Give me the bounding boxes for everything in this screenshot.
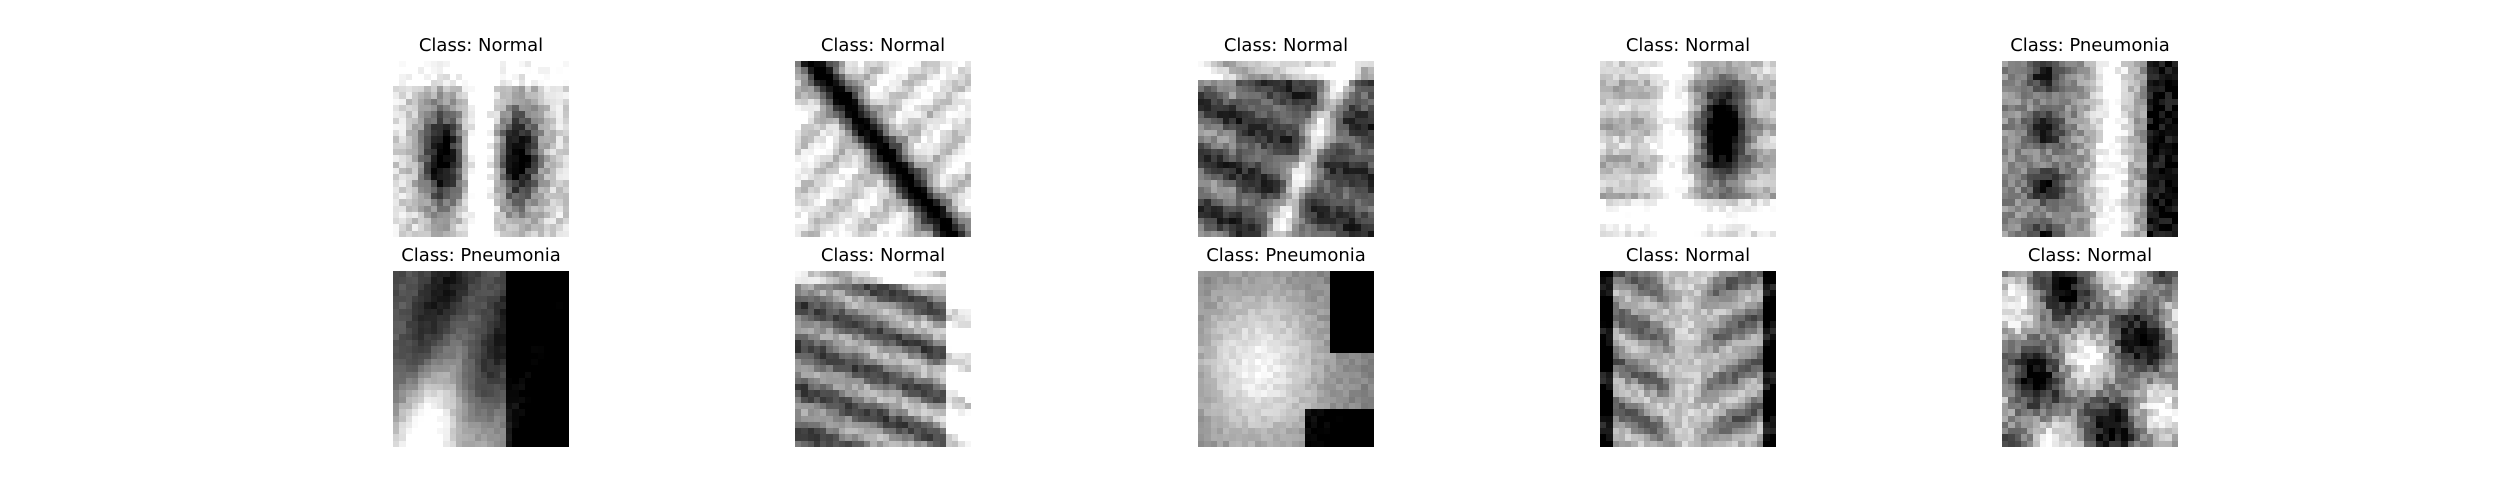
xray-image xyxy=(393,61,569,237)
sample-title: Class: Normal xyxy=(820,245,946,266)
sample-title: Class: Normal xyxy=(418,35,544,56)
xray-image xyxy=(795,271,971,447)
xray-image xyxy=(393,271,569,447)
sample-title: Class: Normal xyxy=(1625,245,1751,266)
sample-title: Class: Normal xyxy=(820,35,946,56)
sample-title: Class: Pneumonia xyxy=(401,245,561,266)
sample-title: Class: Pneumonia xyxy=(1206,245,1366,266)
sample-title: Class: Normal xyxy=(1223,35,1349,56)
xray-image xyxy=(2002,271,2178,447)
xray-image xyxy=(795,61,971,237)
sample-title: Class: Normal xyxy=(1625,35,1751,56)
xray-image xyxy=(2002,61,2178,237)
sample-title: Class: Normal xyxy=(2027,245,2153,266)
xray-image xyxy=(1600,61,1776,237)
xray-image xyxy=(1198,271,1374,447)
xray-image xyxy=(1600,271,1776,447)
sample-title: Class: Pneumonia xyxy=(2010,35,2170,56)
xray-image xyxy=(1198,61,1374,237)
